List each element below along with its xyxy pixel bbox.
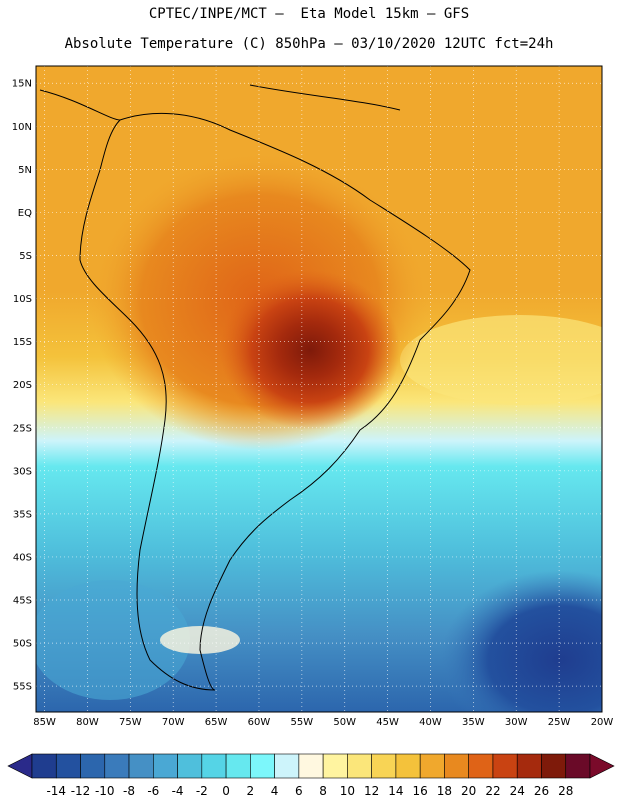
colorbar-swatch bbox=[153, 753, 178, 779]
lon-label: 35W bbox=[462, 717, 485, 728]
colorbar-label: 14 bbox=[388, 784, 403, 798]
coastlines bbox=[39, 84, 471, 691]
colorbar-label: 28 bbox=[558, 784, 573, 798]
colorbar-label: -6 bbox=[147, 784, 159, 798]
colorbar-label: 10 bbox=[340, 784, 355, 798]
lat-label: EQ bbox=[18, 208, 32, 219]
colorbar-swatch bbox=[55, 753, 81, 779]
lon-label: 60W bbox=[248, 717, 271, 728]
colorbar-swatch bbox=[274, 753, 300, 779]
lon-label: 80W bbox=[76, 717, 99, 728]
colorbar-swatch bbox=[128, 753, 154, 779]
colorbar-swatch bbox=[565, 753, 591, 779]
colorbar-label: -4 bbox=[172, 784, 184, 798]
lon-label: 55W bbox=[291, 717, 314, 728]
lon-label: 85W bbox=[33, 717, 56, 728]
lat-label: 30S bbox=[13, 466, 32, 477]
colorbar-swatch bbox=[468, 753, 494, 779]
colorbar-swatch bbox=[347, 753, 372, 779]
lat-label: 20S bbox=[13, 380, 32, 391]
colorbar-label: 6 bbox=[295, 784, 303, 798]
colorbar-swatch bbox=[371, 753, 397, 779]
colorbar-label: 12 bbox=[364, 784, 379, 798]
lat-label: 25S bbox=[13, 423, 32, 434]
colorbar-right-arrow bbox=[589, 753, 615, 779]
lat-label: 15N bbox=[12, 79, 32, 90]
lat-label: 5N bbox=[18, 165, 32, 176]
colorbar-swatch bbox=[298, 753, 324, 779]
colorbar-label: -10 bbox=[95, 784, 115, 798]
colorbar-label: -12 bbox=[71, 784, 91, 798]
colorbar-label: 20 bbox=[461, 784, 476, 798]
colorbar-swatch bbox=[419, 753, 445, 779]
lat-label: 45S bbox=[13, 596, 32, 607]
colorbar bbox=[7, 753, 615, 779]
colorbar-label: 8 bbox=[319, 784, 327, 798]
colorbar-label: 4 bbox=[271, 784, 279, 798]
map-frame bbox=[35, 65, 603, 713]
longitude-labels: 85W 80W 75W 70W 65W 60W 55W 50W 45W 40W 35W 30W 25W 2… bbox=[33, 717, 613, 728]
colorbar-swatch bbox=[80, 753, 106, 779]
lon-label: 65W bbox=[205, 717, 228, 728]
lon-label: 75W bbox=[119, 717, 142, 728]
lat-label: 10S bbox=[13, 294, 32, 305]
latitude-labels: 15N 10N 5N EQ 5S 10S 15S 20S 25S 30S 35S 40S 45S 50S 5… bbox=[12, 79, 32, 693]
colorbar-swatch bbox=[177, 753, 203, 779]
lat-label: 10N bbox=[12, 122, 32, 133]
lat-label: 15S bbox=[13, 337, 32, 348]
colorbar-label: 0 bbox=[222, 784, 230, 798]
colorbar-swatch bbox=[322, 753, 348, 779]
lon-label: 40W bbox=[419, 717, 442, 728]
colorbar-swatch bbox=[541, 753, 567, 779]
lon-label: 25W bbox=[548, 717, 571, 728]
colorbar-label: 22 bbox=[485, 784, 500, 798]
map-title-line2: Absolute Temperature (C) 850hPa – 03/10/… bbox=[64, 36, 554, 52]
lat-label: 5S bbox=[19, 251, 32, 262]
colorbar-label: -8 bbox=[123, 784, 135, 798]
map-title-line1: CPTEC/INPE/MCT – Eta Model 15km – GFS bbox=[148, 6, 470, 22]
lon-label: 70W bbox=[162, 717, 185, 728]
lon-label: 30W bbox=[505, 717, 528, 728]
colorbar-swatch bbox=[395, 753, 421, 779]
lat-label: 50S bbox=[13, 639, 32, 650]
colorbar-left-arrow bbox=[7, 753, 33, 779]
colorbar-swatch bbox=[104, 753, 130, 779]
lat-label: 55S bbox=[13, 682, 32, 693]
colorbar-swatch bbox=[492, 753, 518, 779]
colorbar-swatch bbox=[31, 753, 57, 779]
colorbar-label: 26 bbox=[534, 784, 549, 798]
colorbar-swatch bbox=[201, 753, 227, 779]
colorbar-swatch bbox=[516, 753, 542, 779]
lat-label: 40S bbox=[13, 552, 32, 563]
colorbar-labels: -14 -12 -10 -8 -6 -4 -2 0 2 4 6 8 10 12 14 16 18 20 22 24 26… bbox=[46, 784, 573, 798]
lon-label: 50W bbox=[333, 717, 356, 728]
colorbar-label: 16 bbox=[413, 784, 428, 798]
colorbar-swatch bbox=[225, 753, 251, 779]
lat-label: 35S bbox=[13, 509, 32, 520]
colorbar-swatch bbox=[444, 753, 469, 779]
colorbar-swatch bbox=[250, 753, 275, 779]
colorbar-label: 2 bbox=[247, 784, 255, 798]
colorbar-label: -2 bbox=[196, 784, 208, 798]
lon-label: 20W bbox=[591, 717, 614, 728]
colorbar-label: 24 bbox=[510, 784, 525, 798]
map-field bbox=[36, 66, 602, 712]
colorbar-label: -14 bbox=[46, 784, 66, 798]
colorbar-label: 18 bbox=[437, 784, 452, 798]
lon-label: 45W bbox=[376, 717, 399, 728]
